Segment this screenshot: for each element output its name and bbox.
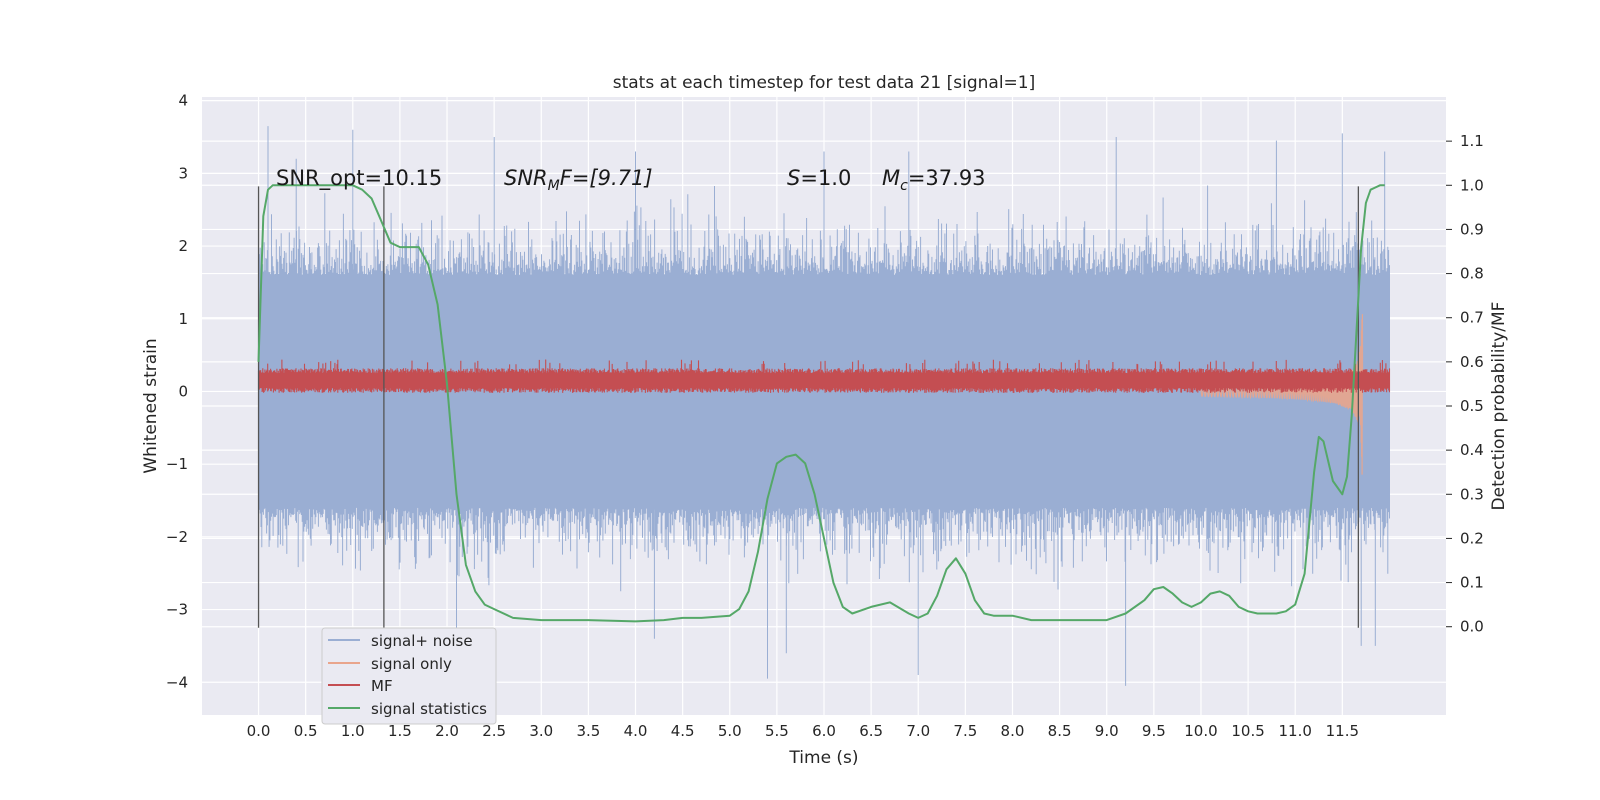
y-tick-label-0: −4 xyxy=(166,673,188,691)
y-right-tick-label-11: 1.1 xyxy=(1460,132,1484,150)
x-tick-labels: 0.0 0.5 1.0 1.5 2.0 2.5 3.0 3.5 4.0 4.5 5.0 5.5 6.0 6… xyxy=(247,722,1359,740)
x-tick-label-9: 4.5 xyxy=(671,722,695,740)
y-right-tick-label-0: 0.0 xyxy=(1460,618,1484,636)
x-tick-label-16: 8.0 xyxy=(1001,722,1025,740)
y-tick-label-5: 1 xyxy=(178,310,188,328)
legend-label-signal-only: signal only xyxy=(371,655,452,673)
y-right-tick-labels: 0.0 0.1 0.2 0.3 0.4 0.5 0.6 0.7 0.8 0.9 1.0 1.1 xyxy=(1446,132,1484,636)
y-right-tick-label-5: 0.5 xyxy=(1460,397,1484,415)
y-right-tick-label-4: 0.4 xyxy=(1460,441,1484,459)
x-tick-label-17: 8.5 xyxy=(1048,722,1072,740)
x-tick-label-6: 3.0 xyxy=(529,722,553,740)
y-tick-label-7: 3 xyxy=(178,164,188,182)
signal-statistics-series xyxy=(257,184,1385,623)
x-tick-label-18: 9.0 xyxy=(1095,722,1119,740)
y-tick-label-8: 4 xyxy=(178,92,188,110)
y-tick-label-3: −1 xyxy=(166,455,188,473)
legend-label-mf: MF xyxy=(371,677,393,695)
x-axis-label: Time (s) xyxy=(788,748,858,768)
signal-statistics-line xyxy=(257,184,1385,623)
x-tick-label-10: 5.0 xyxy=(718,722,742,740)
x-tick-label-2: 1.0 xyxy=(341,722,365,740)
x-tick-label-12: 6.0 xyxy=(812,722,836,740)
y-right-tick-label-2: 0.2 xyxy=(1460,529,1484,547)
y-right-tick-label-9: 0.9 xyxy=(1460,220,1484,238)
x-tick-label-0: 0.0 xyxy=(247,722,271,740)
x-tick-label-1: 0.5 xyxy=(294,722,318,740)
x-tick-label-23: 11.5 xyxy=(1326,722,1359,740)
x-tick-label-11: 5.5 xyxy=(765,722,789,740)
y-axis-label: Whitened strain xyxy=(141,338,161,473)
y-right-tick-label-6: 0.6 xyxy=(1460,353,1484,371)
y-right-tick-label-7: 0.7 xyxy=(1460,309,1484,327)
annotations: SNR_opt=10.15 SNRMF=[9.71] S=1.0 Mc=37.9… xyxy=(276,166,986,194)
annotation-s: S=1.0 xyxy=(787,166,851,190)
y-tick-label-1: −3 xyxy=(166,601,188,619)
y-right-tick-label-8: 0.8 xyxy=(1460,265,1484,283)
y-right-axis-label: Detection probability/MF xyxy=(1489,302,1509,511)
y-tick-labels: −4 −3 −2 −1 0 1 2 3 4 xyxy=(166,92,188,692)
legend: signal+ noise signal only MF signal stat… xyxy=(321,627,497,725)
x-tick-label-13: 6.5 xyxy=(859,722,883,740)
x-tick-label-8: 4.0 xyxy=(624,722,648,740)
x-tick-label-14: 7.0 xyxy=(906,722,930,740)
y-right-tick-label-3: 0.3 xyxy=(1460,485,1484,503)
y-tick-label-4: 0 xyxy=(178,382,188,400)
legend-box xyxy=(321,627,497,725)
annotation-mc: Mc=37.93 xyxy=(882,166,986,194)
annotation-snr-opt: SNR_opt=10.15 xyxy=(276,166,442,191)
legend-label-signal-noise: signal+ noise xyxy=(371,632,473,650)
x-tick-label-4: 2.0 xyxy=(435,722,459,740)
x-tick-label-20: 10.0 xyxy=(1184,722,1217,740)
x-tick-label-19: 9.5 xyxy=(1142,722,1166,740)
x-tick-label-21: 10.5 xyxy=(1231,722,1264,740)
x-tick-label-22: 11.0 xyxy=(1279,722,1312,740)
y-tick-label-6: 2 xyxy=(178,237,188,255)
x-tick-label-3: 1.5 xyxy=(388,722,412,740)
legend-label-signal-statistics: signal statistics xyxy=(371,700,487,718)
y-right-tick-label-1: 0.1 xyxy=(1460,574,1484,592)
marker-lines xyxy=(257,186,1360,628)
x-tick-label-7: 3.5 xyxy=(576,722,600,740)
x-tick-label-5: 2.5 xyxy=(482,722,506,740)
x-tick-label-15: 7.5 xyxy=(953,722,977,740)
y-tick-label-2: −2 xyxy=(166,528,188,546)
chart-title: stats at each timestep for test data 21 … xyxy=(613,73,1036,93)
annotation-snr-mf: SNRMF=[9.71] xyxy=(504,166,653,194)
y-right-tick-label-10: 1.0 xyxy=(1460,176,1484,194)
